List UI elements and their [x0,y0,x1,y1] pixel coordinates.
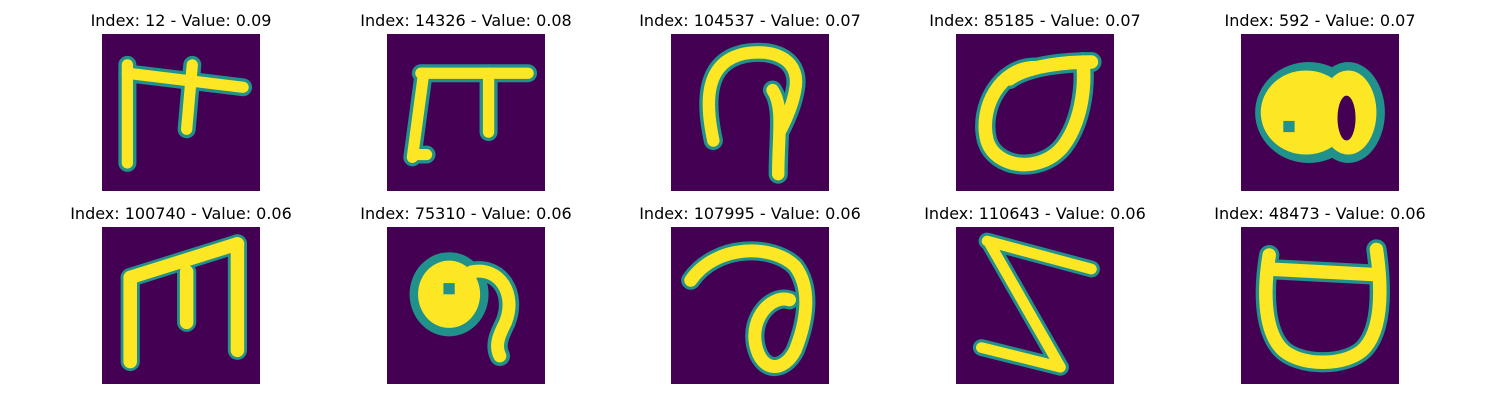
panel-title: Index: 592 - Value: 0.07 [1224,11,1416,30]
glyph-drawing [118,55,253,172]
glyph-image [1241,227,1399,384]
glyph-image [102,227,260,384]
glyph-image [671,227,829,384]
panel-title: Index: 75310 - Value: 0.06 [360,204,572,223]
panel-title: Index: 85185 - Value: 0.07 [929,11,1141,30]
glyph-drawing [699,42,806,184]
panel-title: Index: 48473 - Value: 0.06 [1214,204,1426,223]
glyph-drawing [975,51,1102,175]
panel-title: Index: 107995 - Value: 0.06 [639,204,861,223]
glyph-image [671,34,829,191]
glyph-drawing [1255,62,1385,163]
glyph-drawing [120,234,248,372]
glyph-image [387,227,545,384]
glyph-image [102,34,260,191]
panel-title: Index: 110643 - Value: 0.06 [924,204,1146,223]
glyph-image [956,227,1114,384]
glyph-drawing [1255,239,1390,373]
panel-title: Index: 14326 - Value: 0.08 [360,11,572,30]
glyph-drawing [403,64,538,167]
glyph-drawing [409,252,520,367]
glyph-image [1241,34,1399,191]
glyph-drawing [972,232,1100,376]
panel-title: Index: 104537 - Value: 0.07 [639,11,861,30]
panel-title: Index: 100740 - Value: 0.06 [70,204,292,223]
glyph-drawing [681,241,816,376]
glyph-image [956,34,1114,191]
panel-title: Index: 12 - Value: 0.09 [90,11,272,30]
glyph-image [387,34,545,191]
